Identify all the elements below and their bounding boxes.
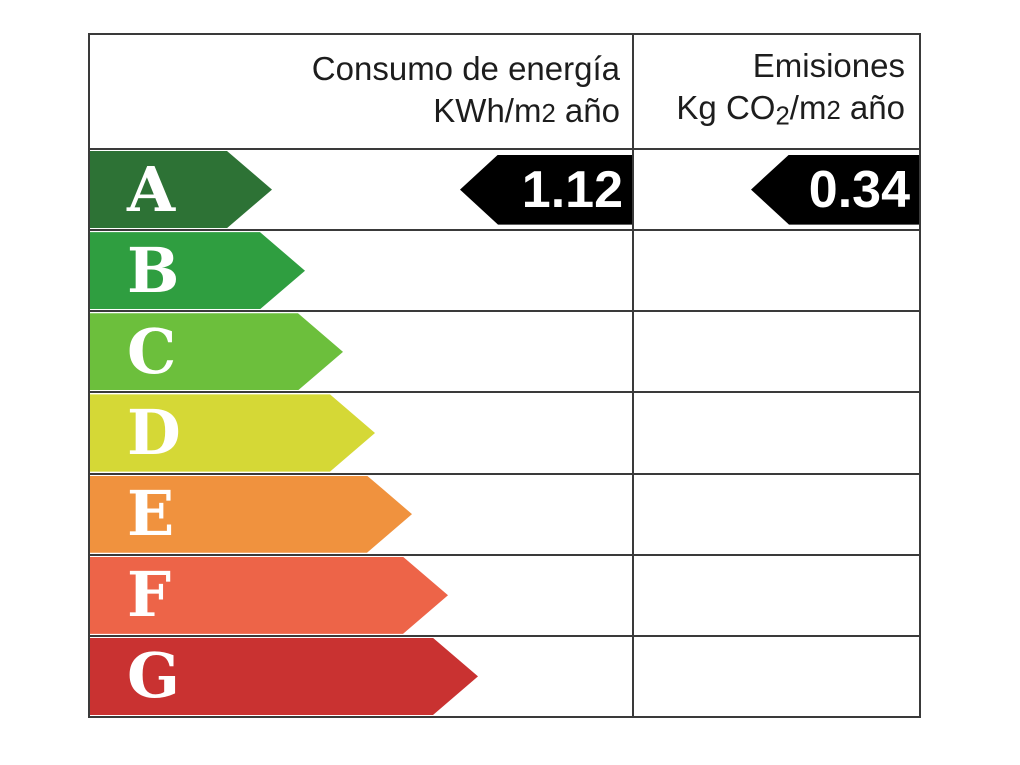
rating-d-letter: D <box>127 395 181 469</box>
rating-e-energy-cell: E <box>90 474 634 554</box>
rating-row-a: A 1.12 0.34 <box>90 150 919 232</box>
energy-efficiency-label: Consumo de energía KWh/m2 año Emisiones … <box>88 33 921 718</box>
rating-c-energy-cell: C <box>90 312 634 392</box>
rating-a-emissions-cell: 0.34 <box>634 150 919 229</box>
emissions-column-header: Emisiones Kg CO2/m2 año <box>634 35 919 148</box>
rating-a-letter: A <box>127 152 176 226</box>
rating-f-letter: F <box>127 558 172 632</box>
emissions-unit-exponent: 2 <box>826 97 841 126</box>
energy-value: 1.12 <box>521 160 623 219</box>
rating-g-emissions-cell <box>634 637 919 716</box>
rating-d-energy-cell: D <box>90 393 634 473</box>
emissions-value: 0.34 <box>808 160 910 219</box>
energy-value-arrow: 1.12 <box>460 154 632 225</box>
rating-e-emissions-cell <box>634 475 919 554</box>
rating-a-arrow: A <box>90 151 272 228</box>
energy-column-header: Consumo de energía KWh/m2 año <box>90 35 634 148</box>
rating-g-energy-cell: G <box>90 636 634 716</box>
rating-row-f: F <box>90 555 919 637</box>
rating-f-arrow: F <box>90 557 448 634</box>
energy-header-line1: Consumo de energía <box>311 50 620 87</box>
rating-e-arrow: E <box>90 476 412 553</box>
rating-f-emissions-cell <box>634 556 919 635</box>
rating-d-emissions-cell <box>634 393 919 472</box>
header-row: Consumo de energía KWh/m2 año Emisiones … <box>90 35 919 150</box>
rating-row-c: C <box>90 312 919 394</box>
co2-subscript: 2 <box>775 102 790 131</box>
rating-row-b: B <box>90 231 919 313</box>
rating-row-e: E <box>90 474 919 556</box>
rating-b-emissions-cell <box>634 231 919 310</box>
rating-b-arrow: B <box>90 232 305 309</box>
energy-unit-exponent: 2 <box>541 100 556 128</box>
rating-c-letter: C <box>127 314 177 388</box>
emissions-header-line2: Kg CO2/m2 año <box>676 89 905 131</box>
rating-g-arrow: G <box>90 638 478 715</box>
rating-d-arrow: D <box>90 394 375 471</box>
rating-row-d: D <box>90 393 919 475</box>
emissions-value-arrow: 0.34 <box>751 154 919 225</box>
rating-e-letter: E <box>127 477 175 551</box>
rating-c-arrow: C <box>90 313 343 390</box>
rating-f-energy-cell: F <box>90 555 634 635</box>
rating-g-letter: G <box>127 639 180 713</box>
rating-row-g: G <box>90 636 919 716</box>
emissions-header-line1: Emisiones <box>752 47 905 85</box>
rating-b-letter: B <box>127 233 180 307</box>
rating-a-energy-cell: A 1.12 <box>90 150 634 230</box>
rating-c-emissions-cell <box>634 312 919 391</box>
energy-header-line2: KWh/m2 año <box>433 92 620 129</box>
rating-b-energy-cell: B <box>90 231 634 311</box>
